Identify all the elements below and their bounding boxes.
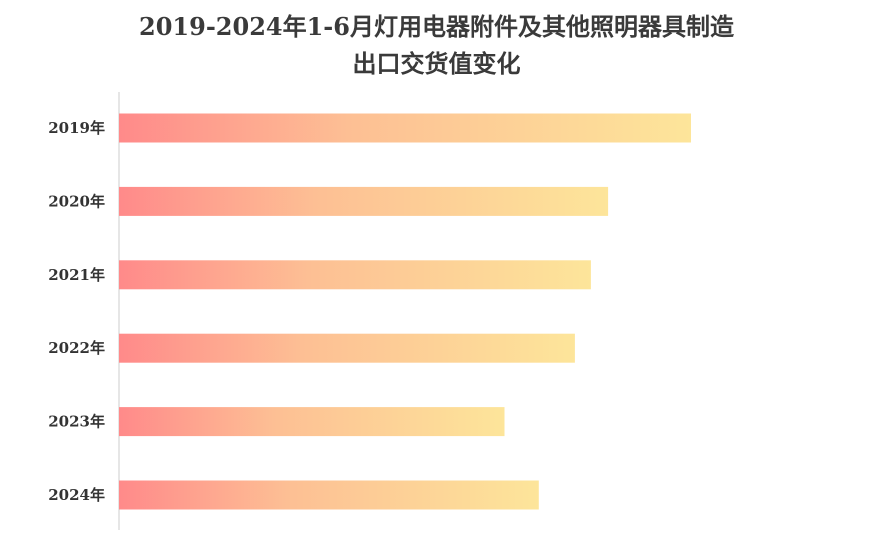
chart-title-line-2: 出口交货值变化 — [352, 49, 521, 78]
category-label-2: 2021年 — [48, 266, 105, 284]
chart-title-line-1: 2019-2024年1-6月灯用电器附件及其他照明器具制造 — [139, 12, 734, 41]
category-label-5: 2024年 — [48, 486, 105, 504]
category-label-1: 2020年 — [48, 192, 105, 210]
bar-5 — [119, 480, 539, 510]
category-label-0: 2019年 — [48, 119, 105, 137]
category-label-4: 2023年 — [48, 413, 105, 431]
bar-0 — [119, 113, 691, 143]
bar-3 — [119, 333, 575, 363]
category-label-3: 2022年 — [48, 339, 105, 357]
bar-1 — [119, 186, 609, 216]
bar-4 — [119, 407, 505, 437]
bar-2 — [119, 260, 591, 290]
